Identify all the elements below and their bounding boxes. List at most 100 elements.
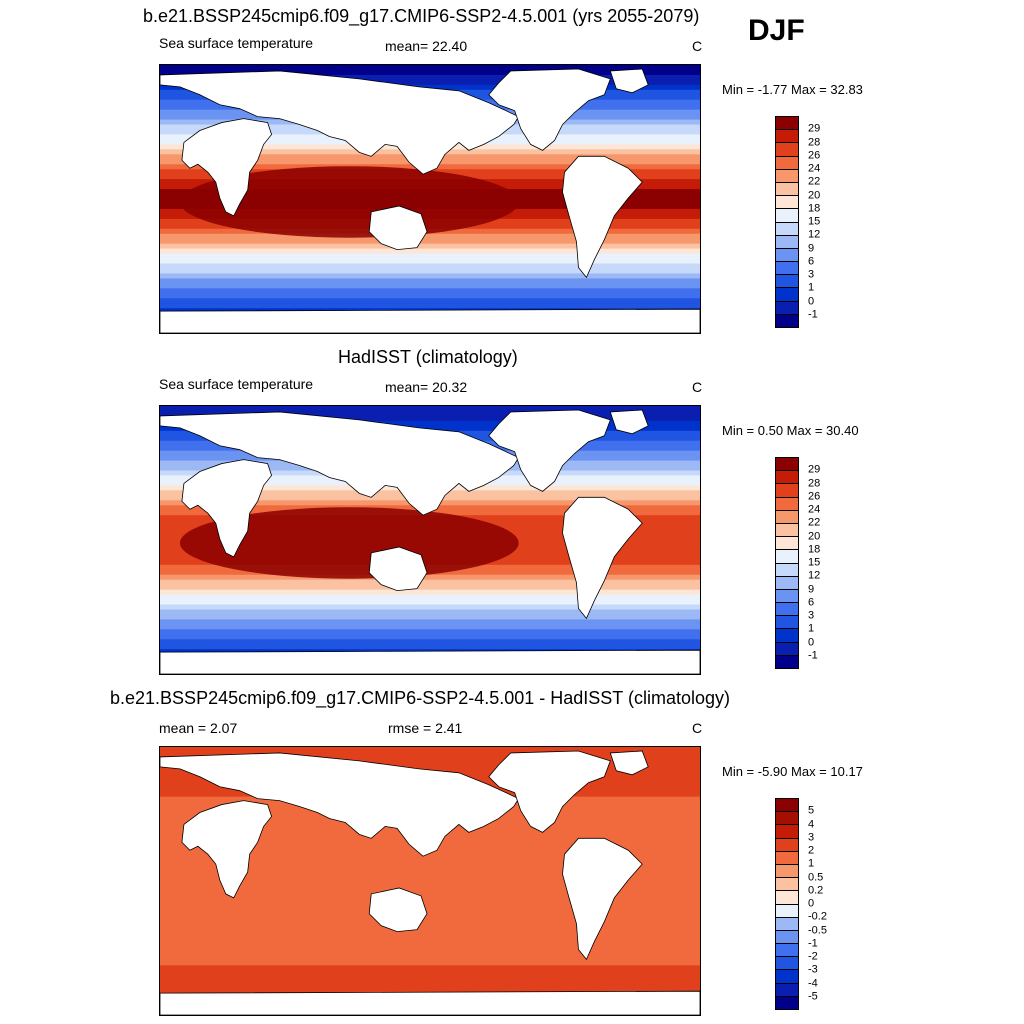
- colorbar-swatch: [776, 522, 798, 537]
- colorbar-tick-label: 9: [808, 242, 815, 254]
- sst-band: [160, 609, 700, 616]
- sst-band: [160, 263, 700, 270]
- colorbar-tick-label: 28: [808, 136, 821, 148]
- sst-band: [160, 910, 700, 917]
- land-outline: [609, 68, 649, 94]
- sst-band: [160, 619, 700, 625]
- colorbar-swatch: [776, 234, 798, 248]
- colorbar-tick-label: -1: [808, 937, 818, 950]
- panel-rmse: rmse = 2.41: [388, 720, 463, 736]
- colorbar-swatch: [776, 470, 798, 484]
- map-svg: [160, 747, 700, 1015]
- colorbar-ticks: -1 0 1 3 6 9 12 15 18 20 22 24 26 28 29: [808, 116, 868, 328]
- land-outline: [160, 308, 700, 333]
- colorbar-swatch: [776, 956, 798, 970]
- colorbar-swatch: [776, 261, 798, 275]
- colorbar-tick-label: 5: [808, 804, 815, 817]
- sst-band: [160, 761, 700, 768]
- colorbar-swatch: [776, 811, 798, 825]
- sst-band: [160, 574, 700, 581]
- colorbar-tick-label: 26: [808, 149, 821, 162]
- colorbar-tick-label: 12: [808, 569, 821, 582]
- colorbar-swatch: [776, 995, 798, 1009]
- sst-map: [159, 405, 701, 675]
- colorbar-tick-label: 12: [808, 228, 821, 241]
- land-outline: [160, 411, 520, 516]
- land-outline: [368, 546, 428, 592]
- colorbar-tick-label: -1: [808, 649, 818, 662]
- colorbar-swatch: [776, 863, 798, 878]
- sst-band: [160, 288, 700, 294]
- map-svg: [160, 406, 700, 674]
- sst-band: [160, 876, 700, 882]
- sst-band: [160, 950, 700, 957]
- sst-band: [160, 871, 700, 877]
- colorbar-tick-label: 9: [808, 583, 815, 595]
- colorbar-tick-label: 15: [808, 215, 821, 228]
- colorbar-tick-label: 2: [808, 844, 815, 857]
- colorbar-tick-label: 6: [808, 596, 815, 609]
- colorbar-swatch: [776, 575, 798, 589]
- colorbar-tick-label: 1: [808, 857, 815, 870]
- panel-left-label: Sea surface temperature: [159, 376, 314, 392]
- sst-band: [160, 238, 700, 245]
- sst-band: [160, 920, 700, 927]
- colorbar-tick-label: 0.5: [808, 871, 824, 883]
- land-outline: [181, 459, 273, 558]
- panel-minmax: Min = -1.77 Max = 32.83: [722, 82, 863, 97]
- colorbar-tick-label: 24: [808, 162, 821, 175]
- sst-map: [159, 746, 701, 1016]
- colorbar-swatch: [776, 458, 798, 471]
- panel-model: b.e21.BSSP245cmip6.f09_g17.CMIP6-SSP2-4.…: [0, 0, 1024, 340]
- colorbar-tick-label: 22: [808, 516, 821, 529]
- colorbar-tick-label: 20: [808, 189, 821, 201]
- sst-band: [160, 747, 700, 753]
- colorbar-tick-label: -4: [808, 977, 818, 989]
- colorbar-ticks: -1 0 1 3 6 9 12 15 18 20 22 24 26 28 29: [808, 457, 868, 669]
- panel-title: b.e21.BSSP245cmip6.f09_g17.CMIP6-SSP2-4.…: [143, 6, 700, 26]
- colorbar-swatch: [776, 602, 798, 616]
- colorbar-tick-label: 3: [808, 831, 815, 844]
- sst-band: [160, 579, 700, 586]
- sst-band: [160, 905, 700, 912]
- sst-band: [160, 975, 700, 981]
- colorbar-swatch: [776, 641, 798, 655]
- land-outline: [181, 118, 273, 217]
- colorbar-swatch: [776, 274, 798, 288]
- panel-minmax: Min = 0.50 Max = 30.40: [722, 423, 859, 438]
- land-outline: [488, 409, 611, 492]
- colorbar-swatch: [776, 943, 798, 957]
- colorbar-tick-label: 18: [808, 202, 821, 215]
- sst-band: [160, 594, 700, 601]
- land-outline: [562, 155, 643, 279]
- colorbar: [775, 457, 799, 669]
- sst-band: [160, 930, 700, 937]
- colorbar-swatch: [776, 929, 798, 944]
- colorbar-swatch: [776, 129, 798, 143]
- colorbar-tick-label: 1: [808, 622, 815, 635]
- sst-band: [160, 960, 700, 966]
- colorbar-tick-label: 1: [808, 281, 815, 294]
- sst-band: [160, 634, 700, 640]
- colorbar-tick-label: 0: [808, 636, 815, 648]
- colorbar-swatch: [776, 628, 798, 642]
- sst-band: [160, 639, 700, 645]
- colorbar-tick-label: 0: [808, 295, 815, 307]
- land-outline: [160, 649, 700, 674]
- colorbar-swatch: [776, 916, 798, 930]
- colorbar-swatch: [776, 208, 798, 222]
- land-outline: [609, 750, 649, 776]
- colorbar-tick-label: -2: [808, 950, 818, 963]
- colorbar-swatch: [776, 287, 798, 301]
- colorbar-tick-label: 15: [808, 556, 821, 569]
- sst-band: [160, 406, 700, 412]
- colorbar-swatch: [776, 549, 798, 563]
- sst-band: [160, 248, 700, 255]
- colorbar-tick-label: 24: [808, 503, 821, 516]
- colorbar-swatch: [776, 890, 798, 904]
- panel-left-label: mean = 2.07: [159, 720, 238, 736]
- colorbar-tick-label: 29: [808, 122, 821, 135]
- colorbar-swatch: [776, 496, 798, 510]
- colorbar-swatch: [776, 142, 798, 156]
- colorbar-swatch: [776, 799, 798, 812]
